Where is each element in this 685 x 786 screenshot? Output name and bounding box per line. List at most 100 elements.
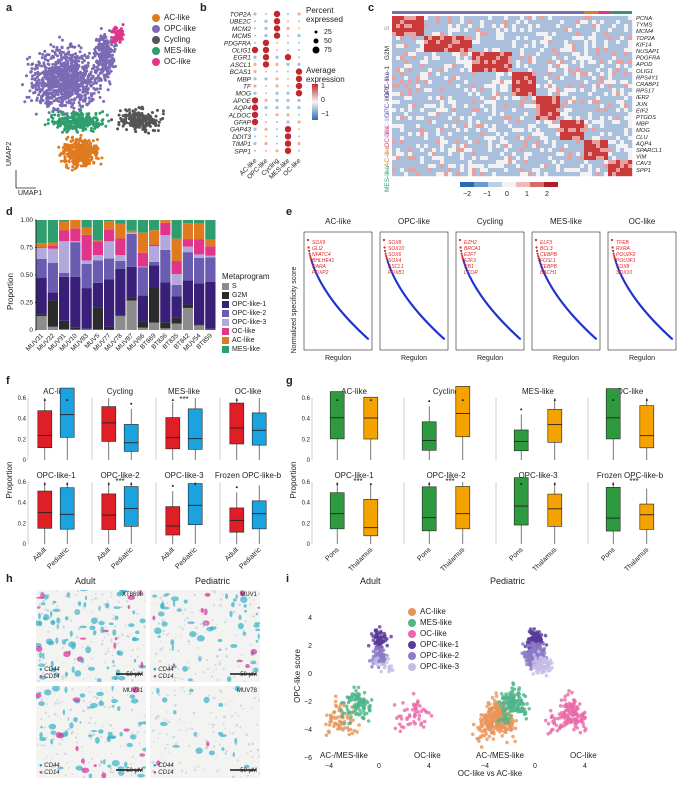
heatmap-cell	[416, 28, 420, 32]
heatmap-cell	[568, 128, 572, 132]
heatmap-cell	[476, 116, 480, 120]
heatmap-cell	[400, 104, 404, 108]
heatmap-cell	[424, 116, 428, 120]
dotplot-dot	[287, 35, 289, 37]
umap-point	[88, 96, 91, 99]
heatmap-cell	[588, 72, 592, 76]
dotplot-dot	[298, 49, 300, 51]
heatmap-cell	[544, 164, 548, 168]
heatmap-cell	[420, 132, 424, 136]
heatmap-cell	[556, 120, 560, 124]
heatmap-cell	[548, 172, 552, 176]
heatmap-cell	[604, 172, 608, 176]
heatmap-cell	[512, 96, 516, 100]
heatmap-cell	[564, 48, 568, 52]
umap-point	[23, 100, 26, 103]
heatmap-cell	[492, 72, 496, 76]
heatmap-cell	[504, 20, 508, 24]
umap-point	[57, 110, 60, 113]
heatmap-cell	[464, 52, 468, 56]
heatmap-cell	[424, 172, 428, 176]
gene-label: BCAS1	[230, 69, 252, 76]
heatmap-cell	[532, 116, 536, 120]
heatmap-cell	[620, 100, 624, 104]
heatmap-cell	[416, 84, 420, 88]
heatmap-cell	[536, 108, 540, 112]
heatmap-cell	[488, 92, 492, 96]
heatmap-cell	[532, 120, 536, 124]
heatmap-cell	[496, 116, 500, 120]
heatmap-cell	[464, 56, 468, 60]
heatmap-cell	[508, 172, 512, 176]
heatmap-cell	[532, 172, 536, 176]
heatmap-cell	[552, 68, 556, 72]
heatmap-cell	[596, 60, 600, 64]
heatmap-cell	[396, 172, 400, 176]
heatmap-cell	[568, 136, 572, 140]
heatmap-cell	[624, 112, 628, 116]
heatmap-cell	[592, 92, 596, 96]
umap-point	[109, 63, 112, 66]
dotplot-dot	[275, 56, 278, 59]
heatmap-cell	[404, 28, 408, 32]
stack-segment	[205, 256, 215, 258]
heatmap-cell	[536, 152, 540, 156]
heatmap-cell	[416, 96, 420, 100]
heatmap-cell	[500, 124, 504, 128]
stack-segment	[172, 274, 182, 285]
umap-point	[25, 74, 28, 77]
heatmap-cell	[400, 156, 404, 160]
heatmap-cell	[432, 24, 436, 28]
stack-segment	[205, 240, 215, 247]
heatmap-cell	[604, 160, 608, 164]
avg-title: Average expression	[306, 66, 366, 84]
heatmap-cell	[572, 16, 576, 20]
heatmap-cell	[608, 92, 612, 96]
heatmap-cell	[436, 160, 440, 164]
heatmap-cell	[480, 132, 484, 136]
heatmap-cell	[460, 24, 464, 28]
umap-point	[65, 70, 68, 73]
heatmap-cell	[404, 60, 408, 64]
heatmap-cell	[568, 24, 572, 28]
heatmap-cell	[572, 108, 576, 112]
heatmap-cell	[572, 120, 576, 124]
heatmap-cell	[616, 28, 620, 32]
heatmap-gene-label: SPP1	[636, 168, 651, 174]
heatmap-cell	[524, 20, 528, 24]
heatmap-cell	[396, 72, 400, 76]
heatmap-cell	[412, 172, 416, 176]
dotplot-dot	[286, 63, 289, 66]
heatmap-cell	[476, 120, 480, 124]
umap-point	[79, 126, 82, 129]
heatmap-cell	[532, 164, 536, 168]
heatmap-cell	[512, 104, 516, 108]
heatmap-cell	[596, 96, 600, 100]
umap-point	[103, 41, 106, 44]
heatmap-cell	[480, 76, 484, 80]
heatmap-cell	[400, 60, 404, 64]
heatmap-cell	[528, 24, 532, 28]
heatmap-cell	[404, 80, 408, 84]
heatmap-cell	[544, 148, 548, 152]
heatmap-cell	[532, 84, 536, 88]
umap-point	[104, 53, 107, 56]
legend-size-dot	[315, 31, 318, 34]
heatmap-cell	[584, 108, 588, 112]
heatmap-cell	[528, 68, 532, 72]
stack-segment	[93, 260, 103, 282]
heatmap-cell	[484, 136, 488, 140]
heatmap-cell	[456, 36, 460, 40]
heatmap-cell	[420, 88, 424, 92]
heatmap-cell	[616, 72, 620, 76]
heatmap-cell	[608, 120, 612, 124]
dotplot-dot	[297, 142, 300, 145]
heatmap-cell	[628, 40, 632, 44]
heatmap-cell	[408, 52, 412, 56]
heatmap-cell	[440, 124, 444, 128]
heatmap-cell	[412, 64, 416, 68]
umap-point	[49, 89, 52, 92]
heatmap-cell	[464, 144, 468, 148]
heatmap-cell	[596, 16, 600, 20]
heatmap-cell	[556, 168, 560, 172]
